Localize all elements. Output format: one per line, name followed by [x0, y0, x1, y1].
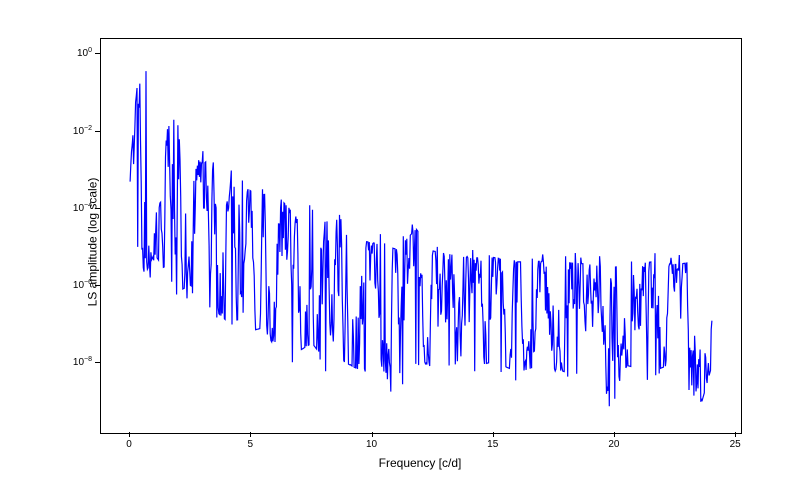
- x-axis-label: Frequency [c/d]: [379, 456, 462, 470]
- periodogram-line-svg: [101, 39, 741, 433]
- x-tick-mark: [250, 432, 251, 437]
- x-tick-mark: [129, 432, 130, 437]
- y-tick-mark: [95, 362, 100, 363]
- plot-area: [100, 38, 742, 434]
- y-tick-label: 10−8: [60, 356, 92, 368]
- x-tick-mark: [735, 432, 736, 437]
- x-tick-label: 15: [487, 439, 498, 450]
- x-tick-label: 5: [248, 439, 254, 450]
- y-tick-label: 10−2: [60, 125, 92, 137]
- y-tick-mark: [95, 53, 100, 54]
- y-tick-label: 100: [60, 47, 92, 59]
- x-tick-mark: [372, 432, 373, 437]
- periodogram-line: [130, 71, 712, 406]
- y-axis-label: LS amplitude (log scale): [85, 178, 99, 307]
- y-tick-mark: [95, 131, 100, 132]
- x-tick-label: 25: [730, 439, 741, 450]
- x-tick-label: 20: [608, 439, 619, 450]
- x-tick-mark: [614, 432, 615, 437]
- x-tick-label: 0: [126, 439, 132, 450]
- periodogram-chart: 0510152025 10−810−610−410−2100 Frequency…: [0, 0, 800, 500]
- x-tick-mark: [493, 432, 494, 437]
- x-tick-label: 10: [366, 439, 377, 450]
